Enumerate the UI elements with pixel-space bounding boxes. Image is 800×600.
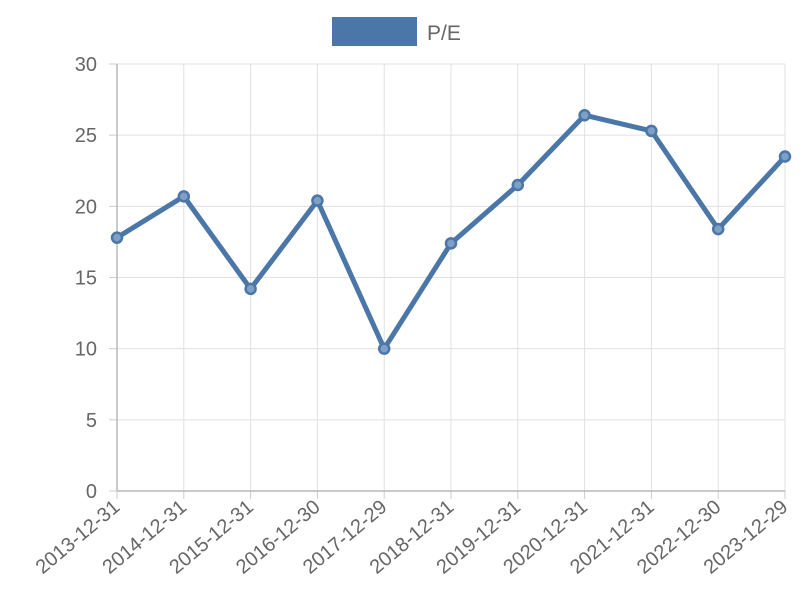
legend-swatch[interactable]: [332, 17, 417, 46]
y-tick-label: 30: [75, 54, 97, 76]
y-tick-label: 5: [86, 410, 97, 432]
data-point[interactable]: [311, 194, 324, 207]
data-point[interactable]: [377, 342, 391, 355]
data-point[interactable]: [110, 231, 124, 244]
y-tick-label: 25: [75, 125, 97, 147]
y-tick-label: 20: [75, 196, 97, 218]
x-tick-labels: 2013-12-312014-12-312015-12-312016-12-30…: [32, 496, 793, 579]
legend[interactable]: P/E: [332, 17, 461, 46]
y-tick-label: 10: [75, 339, 97, 361]
y-tick-label: 0: [86, 481, 97, 503]
data-point[interactable]: [711, 222, 725, 236]
data-point[interactable]: [444, 237, 458, 250]
y-tick-label: 15: [75, 268, 97, 290]
data-point[interactable]: [177, 190, 191, 203]
axes: [109, 63, 786, 499]
grid-lines: [117, 63, 786, 491]
data-point[interactable]: [578, 108, 591, 122]
data-point[interactable]: [778, 150, 792, 163]
data-point[interactable]: [511, 178, 525, 192]
series-layer: [110, 108, 792, 355]
data-point[interactable]: [244, 282, 257, 296]
data-point[interactable]: [645, 124, 658, 138]
y-tick-labels: 0 5 10 15 20 25 30: [75, 54, 97, 503]
legend-label[interactable]: P/E: [427, 22, 461, 45]
